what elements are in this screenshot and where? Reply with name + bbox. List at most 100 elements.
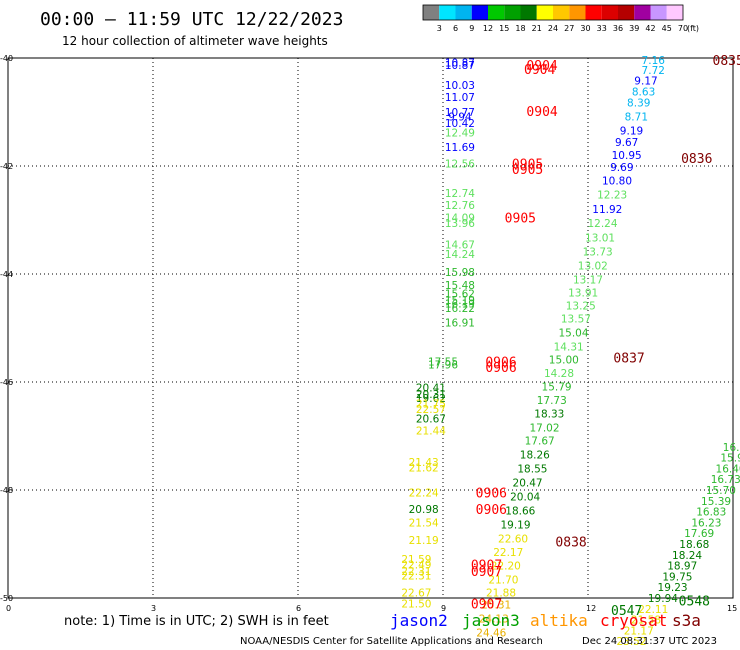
swh-point-93: 15.39 [701,496,731,508]
swh-point-90: 16.40 [716,463,740,475]
swh-point-20: 16.19 [445,299,475,311]
swh-point-27: 19.62 [416,393,446,405]
swh-point-52: 10.95 [612,150,642,162]
colorbar-label-10: 33 [597,24,607,33]
y-tick-label-5: -50 [0,594,13,603]
colorbar-label-14: 45 [662,24,672,33]
satellite-legend: jason2 jason3 altika cryosat s3a [390,611,701,630]
colorbar-label-4: 15 [499,24,509,33]
colorbar-swatch-5 [504,5,521,20]
swh-point-7: 12.49 [445,128,475,140]
swh-point-62: 13.91 [568,287,598,299]
swh-point-28: 21.75 [416,399,446,411]
swh-point-72: 17.02 [529,422,559,434]
swh-point-32: 21.43 [409,457,439,469]
swh-point-102: 19.94 [648,593,678,605]
swh-point-11: 12.76 [445,200,475,212]
x-tick-label-1: 3 [151,604,156,613]
colorbar-label-1: 6 [453,24,458,33]
colorbar-label-7: 24 [548,24,558,33]
swh-point-17: 15.48 [445,280,475,292]
swh-point-26: 20.31 [416,389,446,401]
plot-frame [7,57,734,599]
swh-point-14: 14.67 [445,239,475,251]
colorbar-swatch-0 [423,5,440,20]
colorbar-swatch-2 [455,5,472,20]
colorbar-label-16: (ft) [687,24,699,33]
swh-point-106: 23.52 [616,636,646,648]
swh-point-64: 13.57 [561,313,591,325]
swh-point-58: 13.01 [585,232,615,244]
swh-point-61: 13.17 [573,274,603,286]
x-tick-label-0: 0 [6,604,11,613]
legend-cryosat: cryosat [600,611,667,630]
y-tick-label-0: -40 [0,54,13,63]
swh-point-92: 15.70 [706,485,736,497]
colorbar-swatch-1 [439,5,456,20]
y-tick-label-1: -42 [0,162,13,171]
swh-point-77: 20.04 [510,491,540,503]
swh-point-95: 16.23 [691,517,721,529]
swh-point-25: 20.41 [416,382,446,394]
swh-point-33: 21.62 [409,462,439,474]
plot-area: 0 3 6 9 12 15-40-42-44-46-48-50 10.8710.8710.… [0,54,740,648]
swh-point-12: 14.09 [445,212,475,224]
colorbar-swatch-3 [471,5,488,20]
colorbar-label-13: 42 [645,24,655,33]
colorbar-swatch-9 [569,5,586,20]
pass-time-1: 0904 [524,63,555,78]
swh-point-44: 7.16 [642,55,666,67]
swh-point-47: 8.63 [632,86,655,98]
pass-time-13: 0835 [713,54,740,69]
legend-jason3: jason3 [462,611,520,630]
x-tick-label-3: 9 [441,604,446,613]
swh-point-67: 15.00 [549,354,579,366]
swh-point-38: 21.59 [401,554,431,566]
swh-point-97: 18.68 [679,539,709,551]
swh-point-85: 25.31 [481,599,511,611]
y-tick-label-2: -44 [0,270,13,279]
swh-point-74: 18.26 [520,449,550,461]
x-tick-label-4: 12 [586,604,596,613]
swh-point-101: 19.23 [658,582,688,594]
swh-point-51: 9.67 [615,137,638,149]
swh-values: 10.8710.8710.0311.0710.779.9410.4212.491… [401,55,740,648]
legend-altika: altika [530,611,588,630]
swh-point-69: 15.79 [542,381,572,393]
colorbar-label-11: 36 [613,24,623,33]
swh-point-0: 10.87 [445,57,475,69]
swh-point-63: 13.25 [566,300,596,312]
swh-point-78: 18.66 [505,506,535,518]
colorbar-swatch-6 [520,5,537,20]
swh-point-48: 8.39 [627,97,650,109]
swh-point-71: 18.33 [534,408,564,420]
swh-point-16: 15.98 [445,267,475,279]
swh-point-70: 17.73 [537,395,567,407]
pass-times: 0904090409040905090509050906090609060906… [471,54,740,619]
pass-time-4: 0905 [512,163,543,178]
swh-point-55: 12.23 [597,190,627,202]
chart-subtitle: 12 hour collection of altimeter wave hei… [62,34,328,48]
x-tick-label-5: 15 [727,604,737,613]
swh-point-36: 21.54 [409,517,439,529]
swh-point-3: 11.07 [445,92,475,104]
legend-s3a: s3a [672,611,701,630]
colorbar-label-9: 30 [580,24,590,33]
swh-point-29: 22.57 [416,404,446,416]
pass-time-18: 0547 [611,604,642,619]
pass-time-3: 0905 [512,157,543,172]
colorbar-label-2: 9 [469,24,474,33]
swh-point-99: 18.97 [667,561,697,573]
swh-point-84: 21.88 [486,588,516,600]
legend-jason2: jason2 [390,611,448,630]
swh-point-9: 12.56 [445,158,475,170]
swh-point-50: 9.19 [620,125,643,137]
swh-point-21: 16.22 [445,303,475,315]
swh-point-60: 13.02 [578,260,608,272]
swh-point-39: 22.49 [401,560,431,572]
swh-point-40: 22.31 [401,566,431,578]
pass-time-16: 0838 [555,535,586,550]
swh-point-10: 12.74 [445,188,475,200]
swh-point-76: 20.47 [513,477,543,489]
